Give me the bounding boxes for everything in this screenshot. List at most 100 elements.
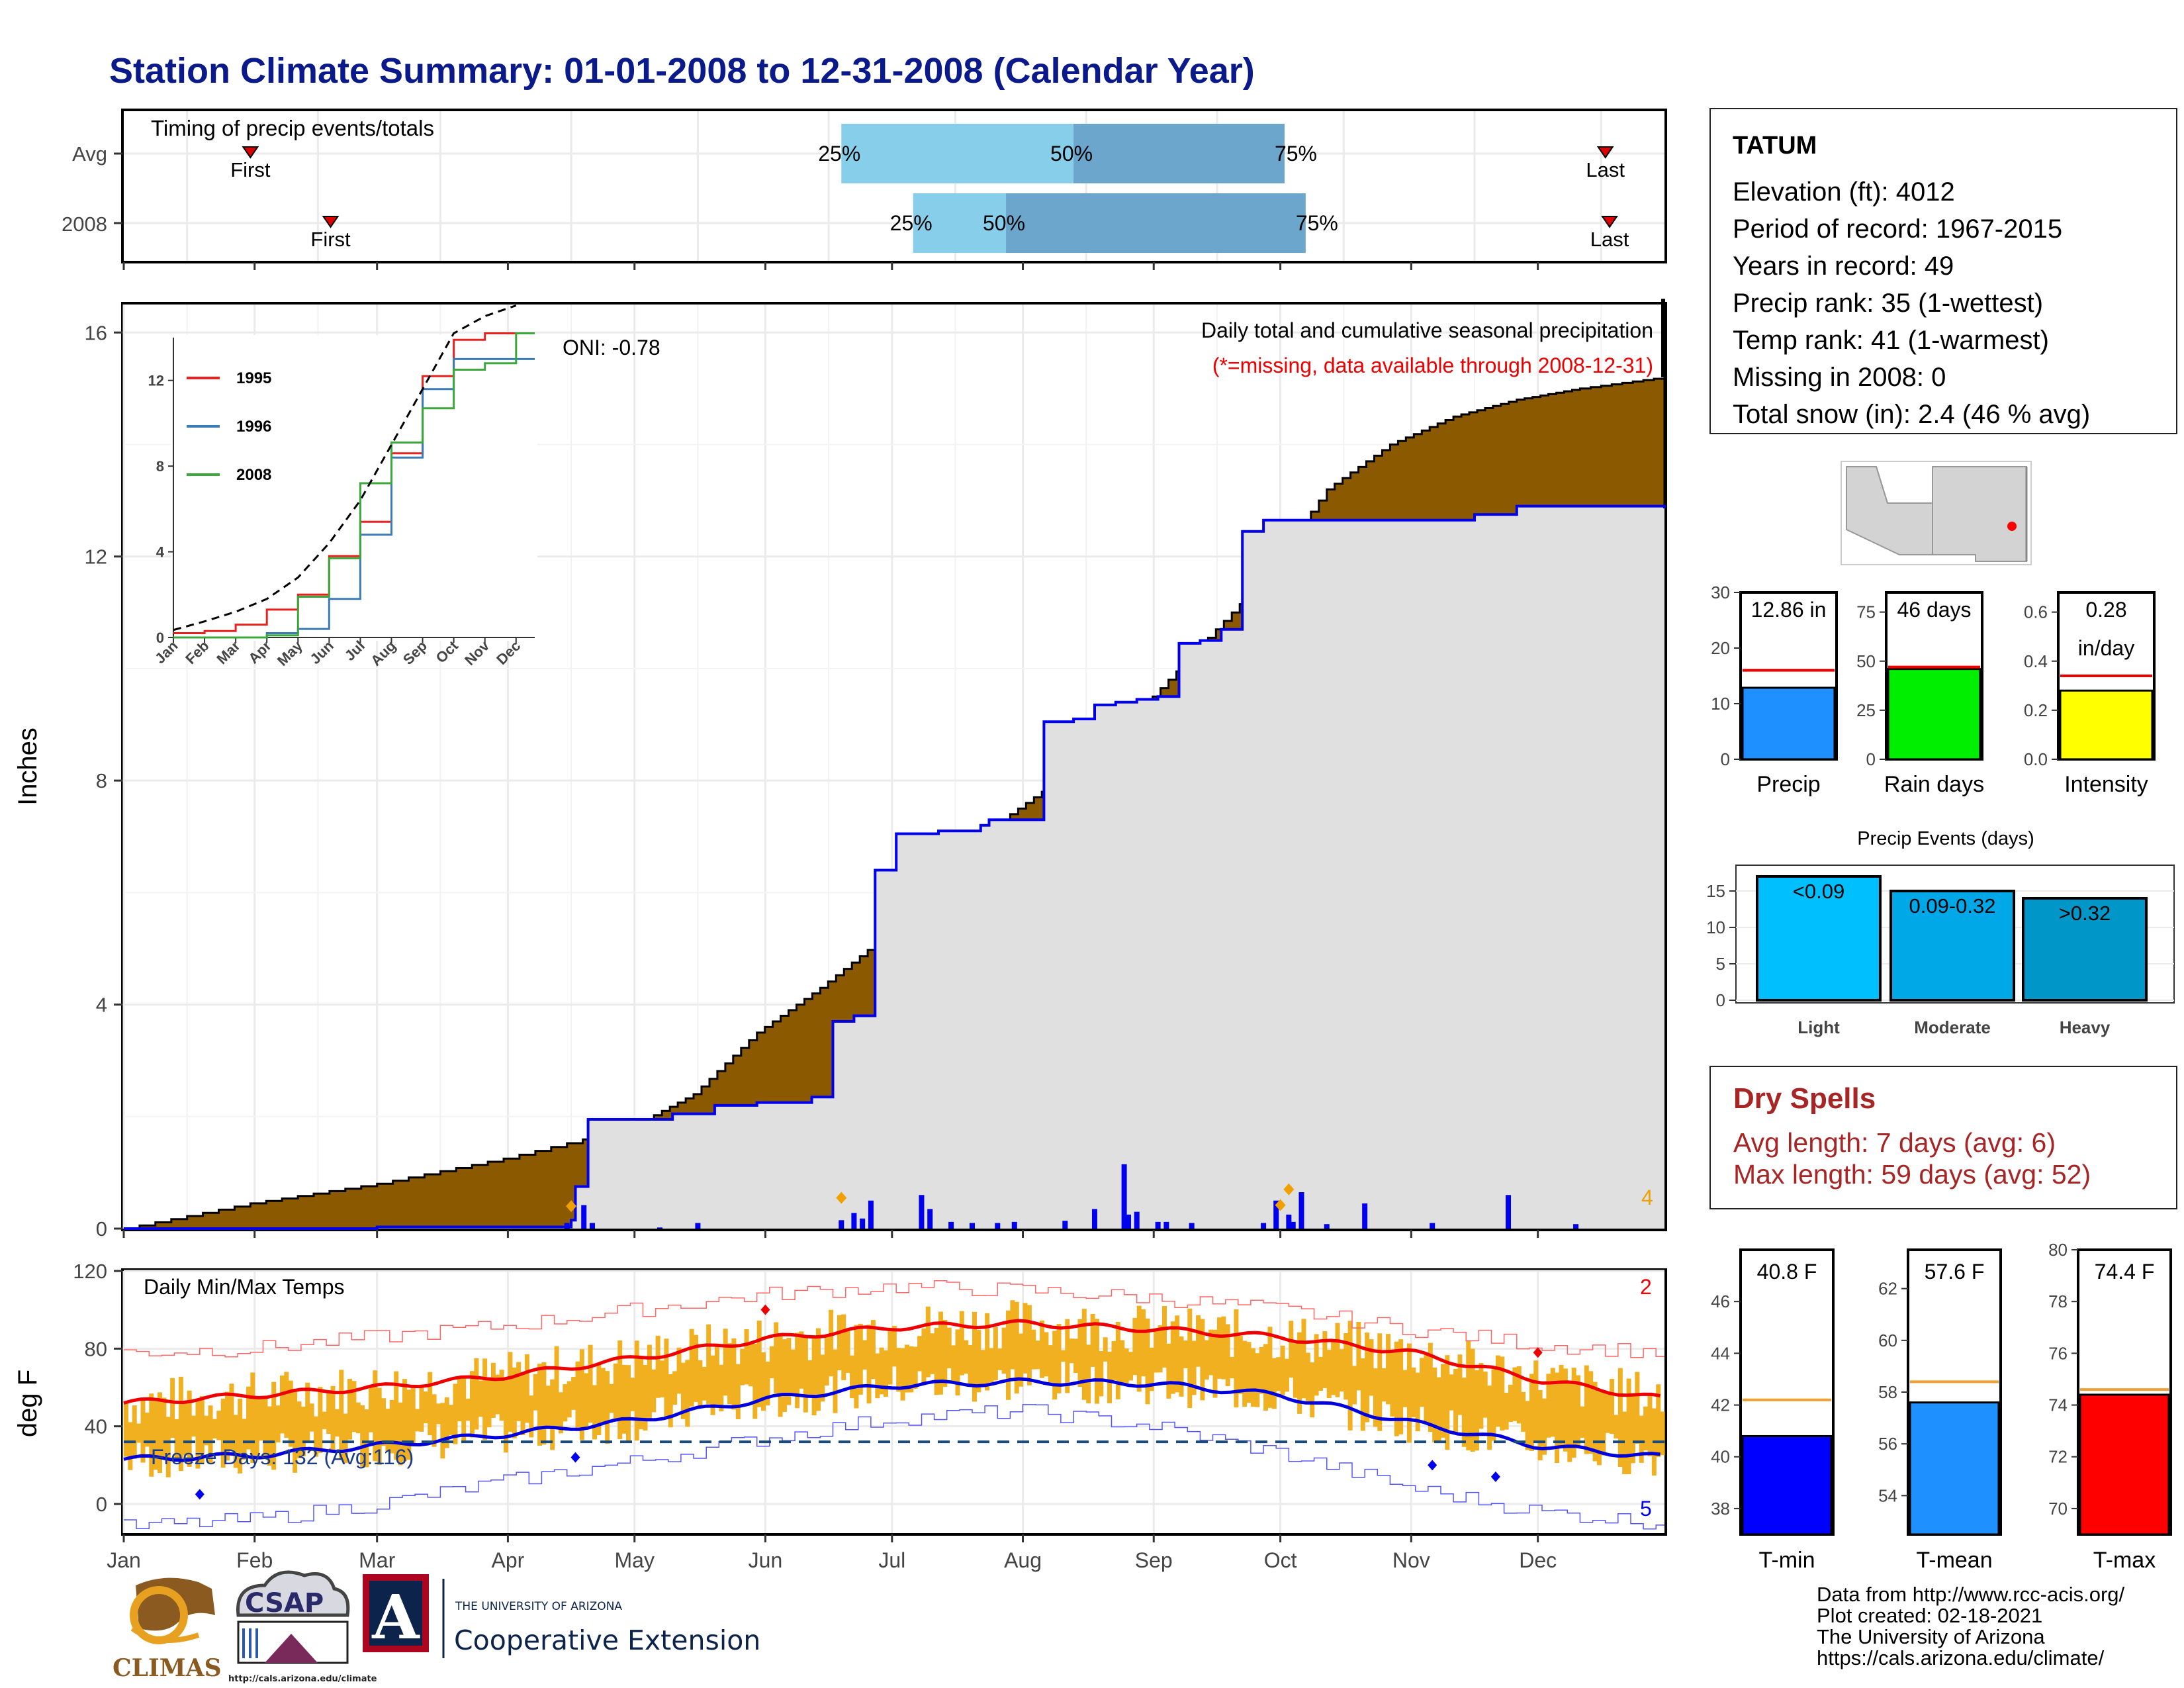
daily-temp-bar	[685, 1360, 690, 1427]
temp-panel-label: Daily Min/Max Temps	[144, 1275, 344, 1299]
daily-temp-bar	[1508, 1384, 1513, 1423]
temp-bar-y-tick-label: 38	[1711, 1499, 1730, 1519]
daily-temp-bar	[246, 1386, 251, 1450]
daily-temp-bar	[795, 1333, 800, 1409]
temp-bar-value	[2079, 1393, 2170, 1536]
daily-temp-bar	[1060, 1350, 1066, 1362]
daily-precip-bar	[948, 1221, 954, 1229]
daily-temp-bar	[1617, 1368, 1623, 1467]
daily-temp-bar	[1250, 1348, 1255, 1407]
daily-temp-bar	[554, 1346, 559, 1429]
daily-temp-bar	[900, 1348, 905, 1401]
avg-min-line	[123, 1377, 1661, 1462]
daily-temp-bar	[689, 1329, 694, 1407]
daily-temp-bar	[415, 1409, 420, 1432]
daily-temp-bar	[1356, 1321, 1361, 1391]
daily-temp-bar	[769, 1346, 774, 1379]
events-category-label: Moderate	[1914, 1017, 1991, 1037]
mini-bar-value	[1741, 686, 1836, 761]
events-y-tick-label: 5	[1716, 954, 1725, 974]
daily-temp-bar	[1179, 1336, 1184, 1397]
daily-temp-bar	[1014, 1301, 1019, 1394]
events-bar-label: <0.09	[1793, 880, 1844, 903]
daily-temp-bar	[1466, 1340, 1471, 1450]
daily-temp-bar	[786, 1338, 792, 1405]
daily-precip-bar	[1189, 1223, 1195, 1229]
temp-x-tick-label: Jul	[878, 1548, 905, 1572]
daily-temp-bar	[1546, 1374, 1551, 1438]
temp-bar-y-tick-label: 42	[1711, 1395, 1730, 1415]
events-category-label: Heavy	[2060, 1017, 2111, 1037]
mini-bar-label: Precip	[1756, 772, 1820, 797]
temp-bar-y-tick-label: 54	[1878, 1485, 1897, 1505]
daily-temp-bar	[617, 1340, 623, 1440]
daily-temp-bar	[153, 1401, 158, 1470]
daily-temp-bar	[1610, 1379, 1615, 1434]
daily-temp-bar	[833, 1349, 838, 1413]
precip-title-line1: Daily total and cumulative seasonal prec…	[1201, 318, 1653, 342]
timing-bar-50-75	[1073, 124, 1285, 183]
daily-temp-bar	[242, 1419, 247, 1460]
daily-temp-bar	[508, 1352, 513, 1432]
daily-temp-bar	[934, 1327, 939, 1395]
dry-spells-title: Dry Spells	[1733, 1082, 1876, 1115]
daily-temp-bar	[1402, 1370, 1408, 1407]
mini-bar-value	[1887, 668, 1981, 761]
daily-temp-bar	[980, 1350, 985, 1385]
daily-temp-bar	[735, 1364, 741, 1420]
daily-precip-bar	[1062, 1221, 1068, 1229]
precip-y-ticks: 0 4 8 12 16	[85, 321, 122, 1241]
daily-temp-bar	[660, 1360, 664, 1397]
daily-temp-bar	[406, 1389, 412, 1460]
daily-temp-bar	[149, 1393, 154, 1477]
daily-temp-bar	[1605, 1391, 1610, 1433]
daily-temp-bar	[267, 1406, 272, 1466]
daily-temp-bar	[495, 1374, 500, 1415]
precip-y-tick-label: 4	[96, 994, 107, 1017]
daily-precip-bar	[1290, 1221, 1296, 1229]
daily-temp-bar	[229, 1383, 234, 1450]
daily-temp-bar	[1271, 1358, 1277, 1409]
daily-temp-bar	[233, 1415, 238, 1468]
mini-bar-y-tick-label: 10	[1711, 694, 1730, 714]
daily-temp-bar	[946, 1327, 952, 1369]
mini-bar-y-tick-label: 0	[1866, 749, 1876, 769]
daily-temp-bar	[423, 1391, 428, 1423]
daily-temp-bar	[1216, 1317, 1222, 1379]
daily-temp-bar	[1415, 1372, 1420, 1432]
credit-url: https://cals.arizona.edu/climate/	[1817, 1646, 2105, 1669]
daily-temp-bar	[330, 1385, 336, 1451]
temp-x-tick-label: Jan	[107, 1548, 141, 1572]
daily-temp-bar	[731, 1338, 737, 1410]
daily-temp-bar	[706, 1324, 711, 1405]
avg-max-line	[123, 1319, 1661, 1405]
daily-temp-bar	[896, 1348, 901, 1392]
daily-temp-bar	[719, 1364, 724, 1412]
daily-temp-bar	[993, 1327, 998, 1381]
daily-temp-bar	[951, 1345, 956, 1384]
daily-temp-bar	[884, 1350, 889, 1397]
daily-temp-bar	[191, 1415, 197, 1437]
daily-precip-bar	[1261, 1223, 1267, 1229]
credit-plot-created: Plot created: 02-18-2021	[1817, 1604, 2043, 1627]
timing-panel: Timing of precip events/totals 25% 50% 75%…	[62, 109, 1667, 270]
daily-temp-bar	[1242, 1340, 1248, 1407]
daily-temp-bar	[913, 1346, 918, 1389]
daily-temp-bar	[714, 1343, 719, 1405]
daily-temp-bar	[1626, 1378, 1631, 1475]
daily-temp-bar	[639, 1356, 644, 1430]
daily-temp-bar	[1031, 1329, 1036, 1370]
temp-bar-y-tick-label: 78	[2048, 1291, 2068, 1311]
daily-temp-bar	[698, 1360, 703, 1407]
timing-row-label-2008: 2008	[62, 212, 107, 236]
station-info-box: TATUM Elevation (ft): 4012 Period of rec…	[1709, 108, 2177, 434]
daily-temp-bar	[1145, 1318, 1150, 1405]
daily-temp-bar	[1373, 1368, 1378, 1427]
temp-x-tick-label: Dec	[1519, 1548, 1557, 1572]
climas-logo-text: CLIMAS	[113, 1654, 222, 1682]
daily-temp-bar	[373, 1370, 378, 1462]
daily-temp-bar	[410, 1385, 416, 1446]
daily-temp-bar	[761, 1352, 766, 1411]
daily-temp-bar	[293, 1389, 298, 1473]
daily-temp-bar	[558, 1392, 563, 1434]
